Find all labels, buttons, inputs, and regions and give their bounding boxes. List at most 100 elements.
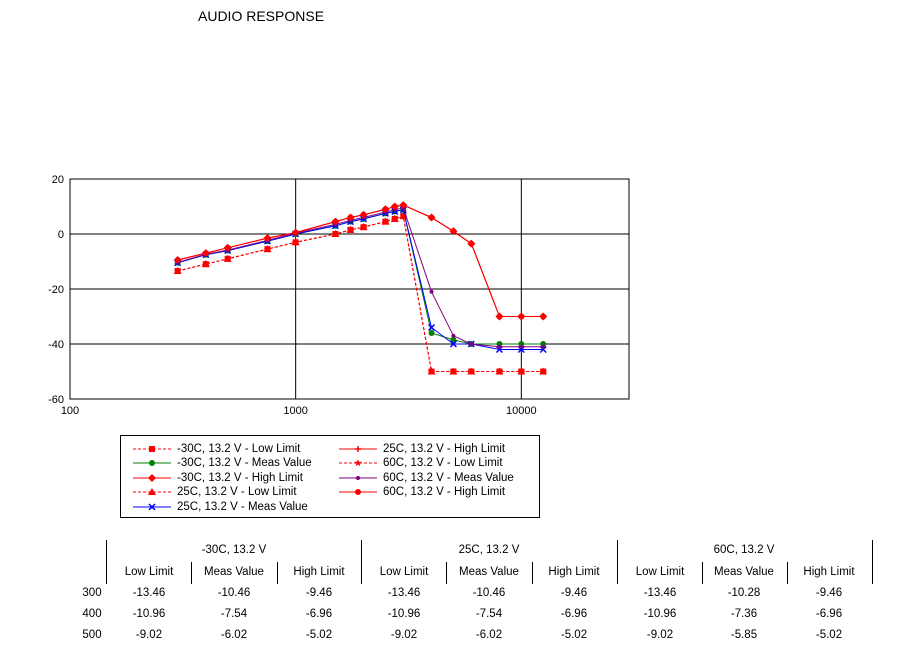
data-point-1 xyxy=(428,330,435,336)
data-point-8 xyxy=(202,250,209,257)
table-cell: -6.02 xyxy=(475,629,503,641)
data-point-7 xyxy=(519,344,524,349)
table-cell: -5.02 xyxy=(305,629,333,641)
table-cell: -9.46 xyxy=(305,587,333,599)
data-point-8 xyxy=(174,257,181,264)
data-point-7 xyxy=(497,344,502,349)
data-point-8 xyxy=(540,313,547,320)
x-tick-label: 1000 xyxy=(283,405,307,417)
legend-label: 25C, 13.2 V - Low Limit xyxy=(177,486,297,499)
data-point-8 xyxy=(391,203,398,210)
legend-swatch xyxy=(339,489,377,496)
legend-swatch xyxy=(339,446,377,452)
legend-marker xyxy=(354,459,362,467)
table-cell: -7.36 xyxy=(730,608,758,620)
table-cell: -9.46 xyxy=(815,587,843,599)
data-point-6 xyxy=(202,260,210,268)
x-tick-label: 10000 xyxy=(506,405,537,417)
data-point-8 xyxy=(332,218,339,225)
table-cell: -6.96 xyxy=(305,608,333,620)
legend-swatch xyxy=(339,475,377,480)
table-cell: -5.02 xyxy=(560,629,588,641)
legend-marker xyxy=(149,446,155,452)
table-divider xyxy=(872,540,873,584)
data-point-7 xyxy=(451,333,456,338)
data-point-6 xyxy=(399,212,408,220)
table-cell: -6.96 xyxy=(560,608,588,620)
data-point-6 xyxy=(223,254,232,262)
table-cell: -10.28 xyxy=(727,587,761,599)
legend-swatch xyxy=(133,446,171,452)
data-point-6 xyxy=(391,214,399,223)
data-point-6 xyxy=(495,367,504,375)
legend-label: 25C, 13.2 V - High Limit xyxy=(383,443,506,455)
table-group-header: -30C, 13.2 V xyxy=(201,544,267,556)
table-cell: -10.96 xyxy=(643,608,677,620)
y-tick-label: -40 xyxy=(48,339,64,351)
data-point-8 xyxy=(518,313,525,320)
table-row-frequency: 400 xyxy=(82,608,102,620)
data-point-6 xyxy=(381,217,390,225)
legend-swatch xyxy=(133,473,171,482)
data-point-8 xyxy=(496,313,503,320)
table-cell: -7.54 xyxy=(475,608,503,620)
data-point-6 xyxy=(331,230,340,238)
legend-marker xyxy=(148,503,156,511)
table-divider xyxy=(702,562,703,584)
table-cell: -13.46 xyxy=(643,587,677,599)
data-point-8 xyxy=(347,214,354,221)
legend-swatch xyxy=(339,459,377,467)
table-cell: -13.46 xyxy=(387,587,421,599)
table-row-frequency: 300 xyxy=(82,587,102,599)
y-tick-label: 20 xyxy=(52,174,64,186)
data-point-8 xyxy=(292,229,299,236)
table-divider xyxy=(277,562,278,584)
table-cell: -13.46 xyxy=(132,587,166,599)
data-point-6 xyxy=(449,367,458,375)
data-point-8 xyxy=(450,228,457,235)
table-cell: -7.54 xyxy=(220,608,248,620)
table-divider xyxy=(787,562,788,584)
table-column-header: High Limit xyxy=(293,566,345,578)
table-column-header: High Limit xyxy=(548,566,600,578)
y-tick-label: 0 xyxy=(58,229,64,241)
table-cell: -6.96 xyxy=(815,608,843,620)
data-point-4 xyxy=(427,323,436,332)
data-point-8 xyxy=(428,214,435,221)
legend-swatch xyxy=(133,503,171,511)
table-column-header: Meas Value xyxy=(459,566,519,578)
data-point-1 xyxy=(450,336,457,343)
table-divider xyxy=(617,540,618,584)
table-row-frequency: 500 xyxy=(82,629,102,641)
data-point-6 xyxy=(517,367,526,375)
legend-label: -30C, 13.2 V - Low Limit xyxy=(177,443,301,455)
data-point-6 xyxy=(427,367,436,375)
table-column-header: Meas Value xyxy=(204,566,264,578)
data-point-6 xyxy=(539,367,547,375)
table-cell: -9.02 xyxy=(135,629,163,641)
table-divider xyxy=(532,562,533,584)
table-divider xyxy=(191,562,192,584)
legend-label: -30C, 13.2 V - High Limit xyxy=(177,471,303,484)
data-point-7 xyxy=(541,344,546,349)
table-cell: -10.46 xyxy=(217,587,251,599)
data-point-8 xyxy=(264,235,271,242)
data-point-8 xyxy=(360,211,367,218)
legend-marker xyxy=(355,489,361,496)
table-cell: -10.46 xyxy=(472,587,506,599)
x-tick-label: 100 xyxy=(61,405,79,417)
data-point-6 xyxy=(173,267,182,275)
table-cell: -9.02 xyxy=(390,629,418,641)
data-point-8 xyxy=(468,240,475,247)
data-point-4 xyxy=(539,345,547,354)
data-point-8 xyxy=(382,206,389,213)
chart-title: AUDIO RESPONSE xyxy=(198,8,325,24)
y-tick-label: -60 xyxy=(48,394,64,406)
table-cell: -9.46 xyxy=(560,587,588,599)
table-column-header: High Limit xyxy=(803,566,855,578)
data-point-6 xyxy=(467,367,476,375)
table-cell: -6.02 xyxy=(220,629,248,641)
legend-marker xyxy=(355,446,361,452)
table-divider xyxy=(361,540,362,584)
